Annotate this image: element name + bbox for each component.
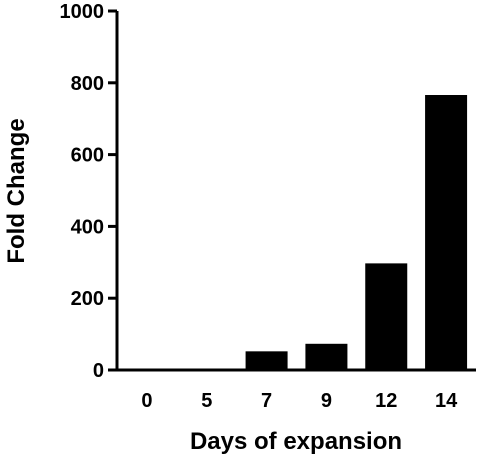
y-tick-label: 200 — [71, 288, 104, 310]
x-tick-label: 0 — [141, 390, 152, 412]
x-tick-label: 12 — [375, 390, 397, 412]
x-tick-label: 5 — [201, 390, 212, 412]
x-ticks: 0 5 7 9 12 14 — [141, 390, 458, 412]
bar-day-9 — [305, 343, 348, 370]
axes: 0 200 400 600 800 1000 0 5 7 9 12 14 — [60, 1, 476, 412]
bar-day-12 — [365, 263, 408, 370]
y-ticks: 0 200 400 600 800 1000 — [60, 1, 117, 382]
y-tick-label: 0 — [93, 360, 104, 382]
x-tick-label: 7 — [261, 390, 272, 412]
x-tick-label: 14 — [435, 390, 458, 412]
y-tick-label: 1000 — [60, 1, 105, 23]
bar-day-7 — [245, 351, 288, 370]
y-tick-label: 600 — [71, 145, 104, 167]
bar-day-14 — [425, 95, 468, 371]
y-tick-label: 400 — [71, 216, 104, 238]
x-axis-title: Days of expansion — [190, 428, 402, 455]
y-axis-title: Fold Change — [3, 118, 30, 263]
bar-series — [125, 95, 468, 371]
x-tick-label: 9 — [321, 390, 332, 412]
y-tick-label: 800 — [71, 73, 104, 95]
